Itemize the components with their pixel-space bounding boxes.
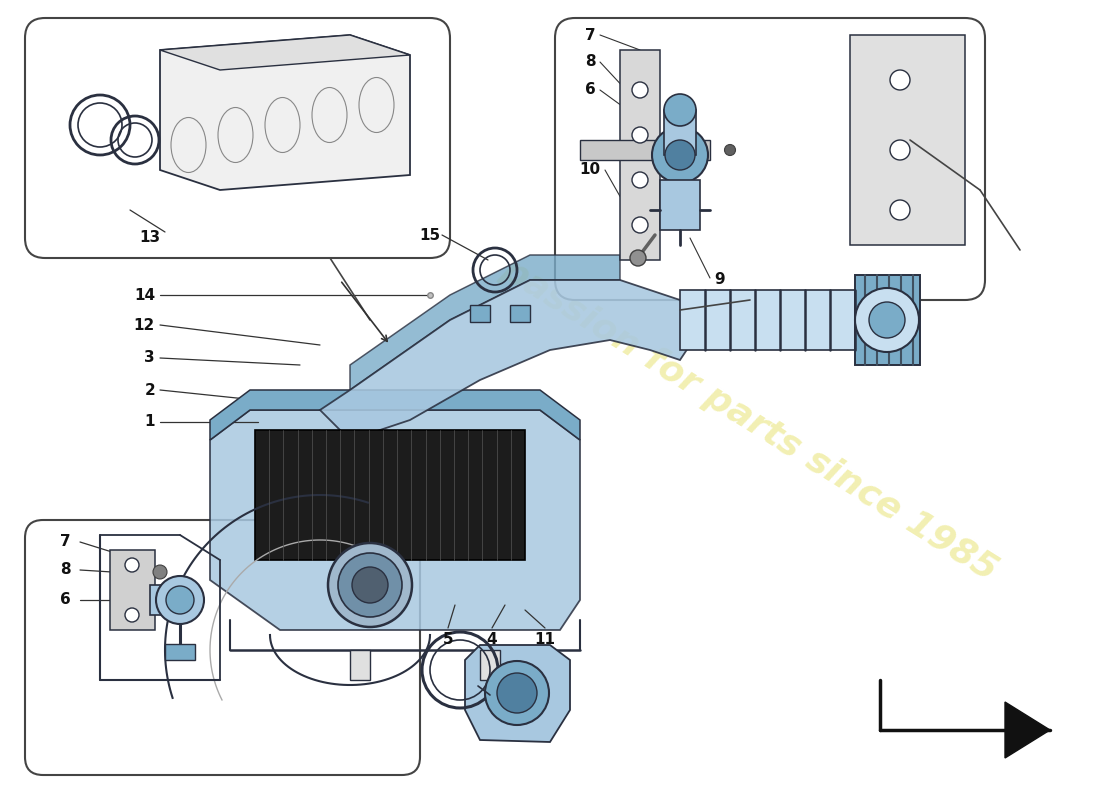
Circle shape (125, 608, 139, 622)
Text: 11: 11 (535, 633, 556, 647)
Text: passion for parts since 1985: passion for parts since 1985 (496, 253, 1004, 587)
FancyBboxPatch shape (25, 520, 420, 775)
Polygon shape (210, 410, 580, 630)
Circle shape (632, 217, 648, 233)
Text: 1: 1 (144, 414, 155, 430)
Polygon shape (480, 650, 501, 680)
Text: 7: 7 (59, 534, 70, 550)
Polygon shape (465, 645, 570, 742)
Text: 7: 7 (585, 27, 595, 42)
Circle shape (890, 70, 910, 90)
Circle shape (352, 567, 388, 603)
Polygon shape (850, 35, 965, 245)
Circle shape (153, 565, 167, 579)
Polygon shape (160, 35, 410, 70)
Polygon shape (165, 644, 195, 660)
Text: 3: 3 (144, 350, 155, 366)
Text: 8: 8 (585, 54, 595, 70)
Text: 14: 14 (134, 287, 155, 302)
Circle shape (166, 586, 194, 614)
Polygon shape (855, 275, 920, 365)
Circle shape (328, 543, 412, 627)
Circle shape (125, 558, 139, 572)
Polygon shape (150, 585, 180, 615)
Text: 8: 8 (59, 562, 70, 578)
Circle shape (664, 94, 696, 126)
Text: 2: 2 (144, 382, 155, 398)
Polygon shape (680, 290, 860, 350)
Text: 15: 15 (419, 227, 440, 242)
Text: 12: 12 (134, 318, 155, 333)
Circle shape (338, 553, 402, 617)
Polygon shape (470, 305, 490, 322)
Polygon shape (110, 550, 155, 630)
Polygon shape (350, 255, 620, 390)
Circle shape (725, 145, 736, 155)
FancyBboxPatch shape (25, 18, 450, 258)
Text: 6: 6 (584, 82, 595, 98)
Polygon shape (320, 280, 700, 440)
Circle shape (156, 576, 204, 624)
Polygon shape (1005, 702, 1050, 758)
Circle shape (497, 673, 537, 713)
Polygon shape (350, 650, 370, 680)
Polygon shape (660, 180, 700, 230)
Circle shape (632, 82, 648, 98)
Circle shape (666, 140, 695, 170)
Polygon shape (664, 110, 696, 155)
Circle shape (869, 302, 905, 338)
Polygon shape (255, 430, 525, 560)
Polygon shape (210, 390, 580, 440)
Text: 9: 9 (715, 273, 725, 287)
Circle shape (630, 250, 646, 266)
FancyBboxPatch shape (556, 18, 984, 300)
Circle shape (632, 127, 648, 143)
Text: 4: 4 (486, 633, 497, 647)
Polygon shape (620, 50, 660, 260)
Circle shape (652, 127, 708, 183)
Circle shape (855, 288, 918, 352)
Circle shape (632, 172, 648, 188)
Circle shape (890, 140, 910, 160)
Circle shape (890, 200, 910, 220)
Text: 13: 13 (139, 230, 159, 246)
Polygon shape (580, 140, 710, 160)
Text: 10: 10 (580, 162, 601, 178)
Text: 6: 6 (59, 593, 70, 607)
Circle shape (485, 661, 549, 725)
Polygon shape (160, 35, 410, 190)
Polygon shape (510, 305, 530, 322)
Text: 5: 5 (442, 633, 453, 647)
